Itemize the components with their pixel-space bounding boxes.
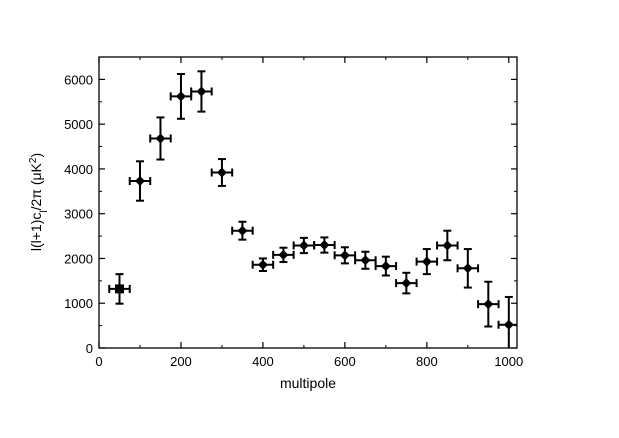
data-point xyxy=(190,70,213,113)
diamond-marker xyxy=(483,299,494,310)
diamond-marker xyxy=(175,91,186,102)
y-axis-title-sup: 2 xyxy=(28,157,39,163)
tick-labels: 0 200 400 600 800 1000 0 1000 2000 3000 4000 5000 60… xyxy=(64,72,523,369)
y-tick-label: 6000 xyxy=(64,72,93,87)
x-tick-label: 200 xyxy=(170,354,192,369)
x-axis-title: multipole xyxy=(280,375,336,391)
x-tick-label: 1000 xyxy=(494,354,523,369)
y-axis-title-tail: ) xyxy=(28,153,44,158)
diamond-marker xyxy=(155,133,166,144)
diamond-marker xyxy=(319,240,330,251)
x-tick-label: 800 xyxy=(416,354,438,369)
data-point xyxy=(395,271,418,295)
y-tick-label: 4000 xyxy=(64,162,93,177)
data-point xyxy=(231,220,254,241)
y-tick-label: 1000 xyxy=(64,296,93,311)
y-axis-title-mid: /2π (μK xyxy=(28,162,44,210)
data-point xyxy=(477,280,500,328)
diamond-marker xyxy=(360,255,371,266)
diamond-marker xyxy=(257,259,268,270)
y-axis-title-lead: l(l+1)c xyxy=(28,213,44,252)
y-axis-title-sub: l xyxy=(39,210,50,212)
data-point xyxy=(169,73,193,120)
data-point xyxy=(456,248,480,289)
diamond-marker xyxy=(339,250,350,261)
data-point xyxy=(292,236,316,255)
y-tick-label: 2000 xyxy=(64,251,93,266)
diamond-marker xyxy=(278,249,289,260)
x-tick-label: 600 xyxy=(334,354,356,369)
y-tick-label: 3000 xyxy=(64,207,93,222)
data-point xyxy=(108,273,131,305)
data-point xyxy=(251,257,275,272)
data-points xyxy=(108,70,517,348)
diamond-marker xyxy=(462,263,473,274)
x-tick-label: 400 xyxy=(252,354,274,369)
diamond-marker xyxy=(237,225,248,236)
y-axis-title: l(l+1)cl/2π (μK2) xyxy=(28,153,50,251)
diamond-marker xyxy=(196,86,207,97)
data-point xyxy=(210,158,234,187)
data-point xyxy=(497,295,517,348)
data-point xyxy=(272,246,295,264)
y-tick-label: 0 xyxy=(86,341,93,356)
x-tick-label: 0 xyxy=(95,354,102,369)
data-point xyxy=(313,236,336,254)
data-point xyxy=(374,255,398,277)
diamond-marker xyxy=(134,176,145,187)
diamond-marker xyxy=(216,167,227,178)
data-point xyxy=(436,229,459,262)
data-point xyxy=(149,116,172,161)
tick-marks xyxy=(98,57,517,349)
diamond-marker xyxy=(401,278,412,289)
square-marker xyxy=(114,284,124,294)
diamond-marker xyxy=(442,240,453,251)
data-point xyxy=(354,250,377,270)
data-point xyxy=(415,248,439,276)
diamond-marker xyxy=(421,256,432,267)
plot-frame xyxy=(98,56,518,349)
diamond-marker xyxy=(298,240,309,251)
data-point xyxy=(333,246,357,265)
diamond-marker xyxy=(380,261,391,272)
y-tick-label: 5000 xyxy=(64,117,93,132)
data-point xyxy=(128,160,152,202)
diamond-marker xyxy=(503,319,514,330)
